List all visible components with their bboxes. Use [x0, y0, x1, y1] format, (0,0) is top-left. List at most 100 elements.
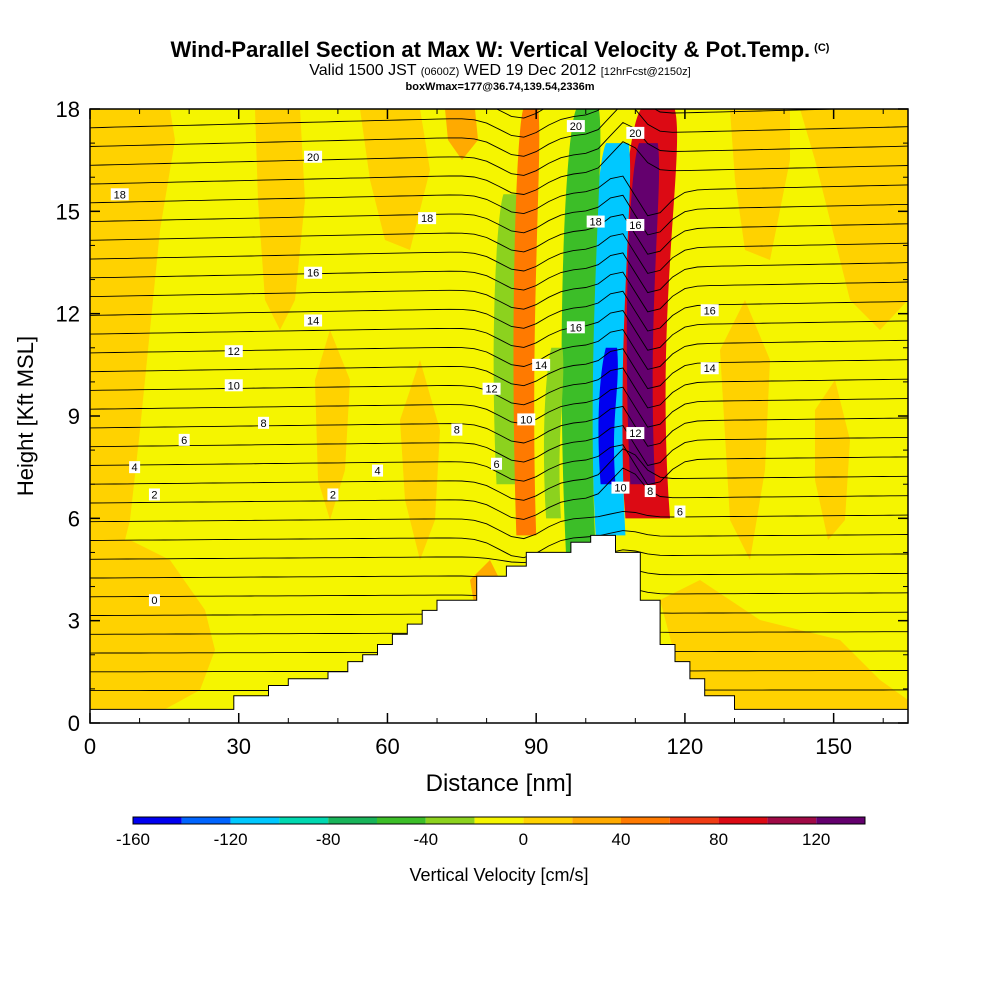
contour-label: 14: [704, 363, 716, 375]
contour-label-bg: [258, 416, 270, 429]
x-tick-label: 30: [226, 734, 250, 759]
velocity-region: [493, 194, 520, 485]
colorbar-label: Vertical Velocity [cm/s]: [409, 865, 588, 885]
y-axis-label: Height [Kft MSL]: [13, 336, 38, 496]
theta-contour: [90, 109, 908, 157]
chart-title-main: Wind-Parallel Section at Max W: Vertical…: [170, 37, 811, 62]
theta-contour: [90, 448, 908, 501]
y-tick-label: 9: [68, 404, 80, 429]
shading-patch: [90, 540, 215, 712]
theta-contour: [90, 109, 545, 119]
contour-label-bg: [491, 457, 503, 470]
contour-label-bg: [148, 594, 160, 607]
x-axis: 0 30 60 90 120 150: [84, 109, 884, 759]
y-tick-label: 15: [56, 199, 80, 224]
contour-label: 18: [114, 189, 126, 201]
x-axis-label: Distance [nm]: [426, 770, 573, 797]
shading-patch: [730, 109, 790, 260]
velocity-region: [513, 109, 540, 536]
contour-label-bg: [224, 345, 243, 358]
contour-label: 16: [570, 322, 582, 334]
contour-label-bg: [674, 505, 686, 518]
contour-label: 10: [228, 380, 240, 392]
contour-label-bg: [644, 485, 656, 498]
contour-label: 4: [374, 466, 380, 478]
contour-label: 4: [132, 462, 138, 474]
chart-title: Wind-Parallel Section at Max W: Vertical…: [0, 36, 1000, 62]
contour-label: 10: [520, 414, 532, 426]
contour-label: 14: [307, 315, 319, 327]
theta-contour: [90, 425, 908, 467]
theta-contour: [90, 213, 908, 255]
theta-contour: [90, 109, 857, 138]
theta-contour: [90, 194, 908, 236]
x-tick-label: 120: [667, 734, 704, 759]
contour-label: 18: [421, 213, 433, 225]
copyright-mark: (C): [814, 42, 830, 54]
x-tick-label: 0: [84, 734, 96, 759]
colorbar-swatch: [425, 817, 475, 824]
vertical-velocity-shading: [493, 109, 678, 553]
theta-contour: [90, 141, 908, 195]
theta-contour: [90, 121, 908, 176]
colorbar-tick-label: -160: [116, 830, 150, 849]
contour-label: 18: [590, 217, 602, 229]
contour-label: 8: [260, 418, 266, 430]
contour-label-bg: [327, 488, 339, 501]
x-tick-label: 60: [375, 734, 399, 759]
box-info: boxWmax=177@36.74,139.54,2336m: [405, 81, 595, 93]
contour-label-bg: [517, 413, 536, 426]
theta-contour: [90, 386, 908, 428]
contour-label-bg: [532, 358, 551, 371]
contour-label-bg: [586, 215, 605, 228]
shading-patch: [720, 300, 770, 560]
y-tick-label: 12: [56, 302, 80, 327]
colorbar-tick-label: 0: [519, 830, 528, 849]
colorbar-tick-label: 40: [612, 830, 631, 849]
valid-time: Valid 1500 JST (0600Z) WED 19 Dec 2012 […: [0, 62, 1000, 81]
theta-contour: [90, 467, 908, 520]
contour-label: 12: [485, 384, 497, 396]
contour-label: 0: [151, 595, 157, 607]
contour-label-bg: [482, 382, 501, 395]
contour-label: 12: [629, 428, 641, 440]
theta-contour: [90, 530, 908, 559]
contour-label-bg: [451, 423, 463, 436]
colorbar-swatch: [523, 817, 573, 824]
contour-label: 8: [454, 425, 460, 437]
velocity-region: [598, 347, 618, 485]
colorbar-swatch: [328, 817, 377, 824]
contour-label-bg: [700, 304, 719, 317]
theta-contour: [90, 510, 908, 540]
valid-forecast: [12hrFcst@2150z]: [600, 66, 691, 78]
colorbar-swatch: [133, 817, 182, 824]
contour-label-bg: [626, 126, 645, 139]
contour-label: 14: [535, 360, 547, 372]
colorbar-tick-label: -40: [414, 830, 439, 849]
contour-label-bg: [224, 379, 243, 392]
theta-contour: [90, 549, 908, 564]
theta-contour: [90, 405, 908, 447]
contour-label: 16: [307, 268, 319, 280]
y-tick-label: 3: [68, 609, 80, 634]
theta-contour: [90, 348, 908, 390]
contour-label: 6: [677, 507, 683, 519]
colorbar-swatch: [767, 817, 817, 824]
colorbar: -160 -120 -80 -40 0 40 80 120: [116, 816, 866, 849]
colorbar-tick-label: 80: [709, 830, 728, 849]
theta-contour: [90, 252, 908, 294]
colorbar-frame: [132, 816, 866, 825]
contour-label-bg: [304, 150, 323, 163]
contour-label: 6: [493, 459, 499, 471]
colorbar-swatch: [621, 817, 670, 824]
contour-label-bg: [178, 433, 190, 446]
colorbar-swatch: [669, 817, 719, 824]
contour-label-bg: [566, 321, 585, 334]
shading-patch: [90, 109, 175, 600]
colorbar-tick-label: 120: [802, 830, 830, 849]
terrain-mask: [89, 534, 909, 724]
contour-label: 2: [151, 489, 157, 501]
contour-label-bg: [110, 188, 129, 201]
